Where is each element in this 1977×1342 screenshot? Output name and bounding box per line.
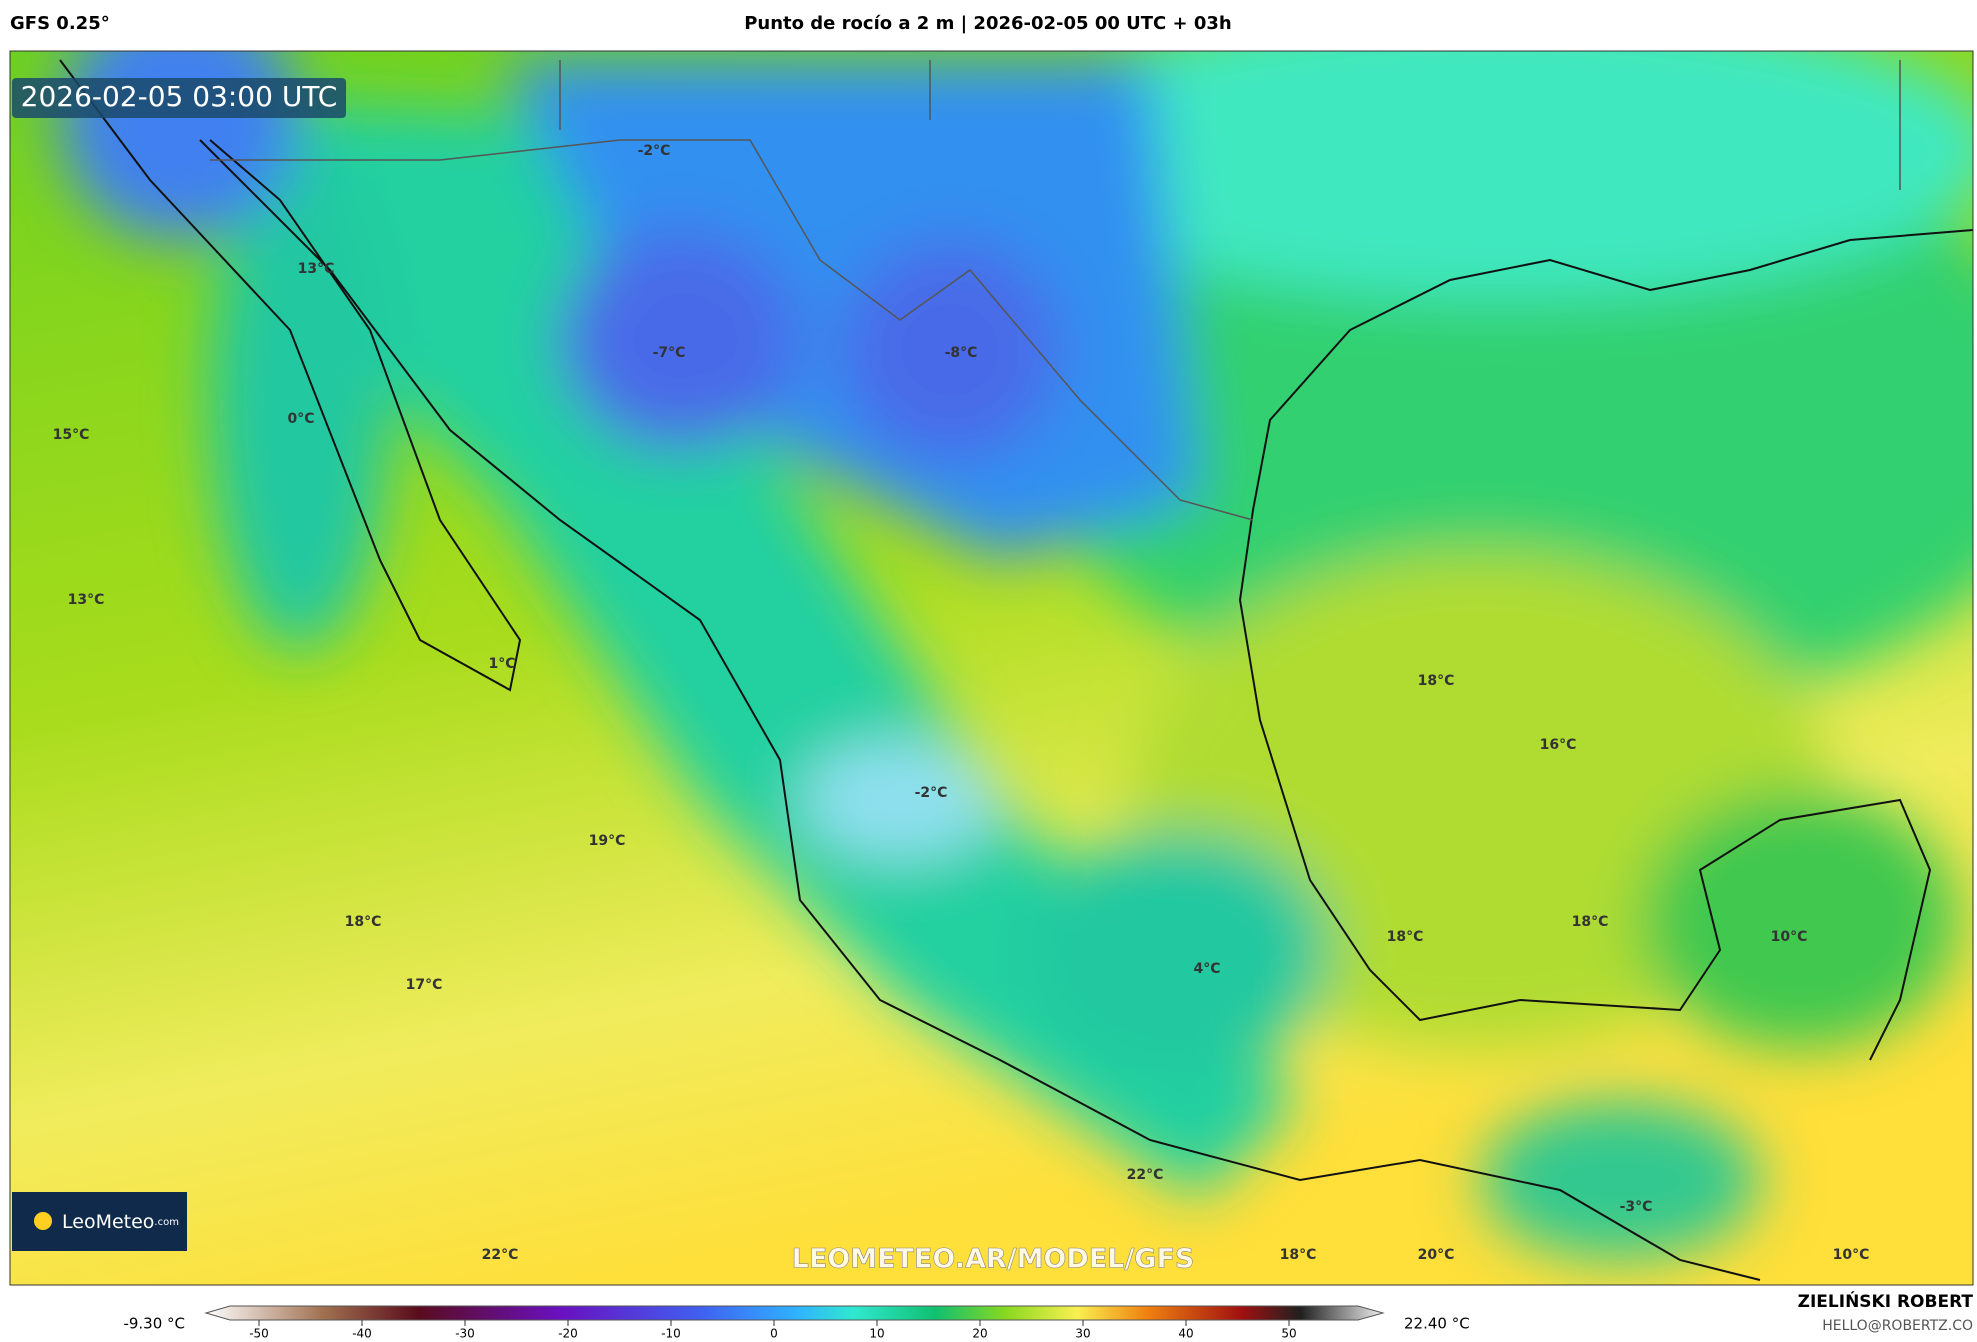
temperature-label: 19°C bbox=[589, 833, 626, 849]
logo-name: LeoMeteo bbox=[62, 1211, 154, 1233]
colorbar-tick-label: -20 bbox=[558, 1327, 578, 1339]
temperature-label: 15°C bbox=[53, 427, 90, 443]
coastline bbox=[59, 59, 1973, 1281]
temperature-label: -7°C bbox=[653, 345, 686, 361]
temperature-label: 13°C bbox=[68, 592, 105, 608]
logo-suffix: .com bbox=[154, 1217, 179, 1228]
colorbar-tick-label: 50 bbox=[1281, 1327, 1296, 1339]
temperature-label: 0°C bbox=[287, 411, 314, 427]
temperature-label: 20°C bbox=[1418, 1247, 1455, 1263]
borders bbox=[210, 60, 1901, 521]
watermark: LEOMETEO.AR/MODEL/GFS bbox=[792, 1244, 1195, 1275]
temperature-label: 18°C bbox=[1572, 914, 1609, 930]
logo-sun bbox=[34, 1212, 52, 1230]
temperature-label: 17°C bbox=[406, 977, 443, 993]
temperature-label: 18°C bbox=[1280, 1247, 1317, 1263]
author: ZIELIŃSKI ROBERT bbox=[1798, 1290, 1974, 1312]
temperature-label: 18°C bbox=[1418, 673, 1455, 689]
logo: LeoMeteo.com bbox=[62, 1211, 179, 1233]
map-frame bbox=[9, 50, 1974, 1286]
model-label: GFS 0.25° bbox=[10, 13, 110, 34]
colorbar-tick-label: -50 bbox=[249, 1327, 269, 1339]
colorbar-tick-label: 0 bbox=[770, 1327, 778, 1339]
colorbar bbox=[204, 1305, 1385, 1321]
colorbar-tick-label: 10 bbox=[869, 1327, 884, 1339]
temperature-label: 16°C bbox=[1540, 737, 1577, 753]
colorbar-max: 22.40 °C bbox=[1404, 1315, 1470, 1333]
map bbox=[10, 51, 1973, 1285]
colorbar-tick-label: -40 bbox=[352, 1327, 372, 1339]
colorbar-tick-label: 20 bbox=[972, 1327, 987, 1339]
colorbar-tick-label: 40 bbox=[1178, 1327, 1193, 1339]
temperature-label: 18°C bbox=[345, 914, 382, 930]
colorbar-tick-label: -10 bbox=[661, 1327, 681, 1339]
colorbar-tick-label: -30 bbox=[455, 1327, 475, 1339]
temperature-label: 22°C bbox=[482, 1247, 519, 1263]
temperature-label: 4°C bbox=[1193, 961, 1220, 977]
temperature-label: -8°C bbox=[945, 345, 978, 361]
temperature-label: -3°C bbox=[1620, 1199, 1653, 1215]
temperature-label: -2°C bbox=[638, 143, 671, 159]
timestamp-box bbox=[12, 78, 346, 118]
temperature-label: 10°C bbox=[1771, 929, 1808, 945]
temperature-label: 10°C bbox=[1833, 1247, 1870, 1263]
timestamp: 2026-02-05 03:00 UTC bbox=[21, 80, 338, 113]
title: Punto de rocío a 2 m | 2026-02-05 00 UTC… bbox=[744, 13, 1232, 34]
temperature-label: 1°C bbox=[488, 656, 515, 672]
email: HELLO@ROBERTZ.CO bbox=[1822, 1318, 1973, 1334]
temperature-label: -2°C bbox=[915, 785, 948, 801]
temperature-label: 18°C bbox=[1387, 929, 1424, 945]
temperature-label: 22°C bbox=[1127, 1167, 1164, 1183]
colorbar-tick-label: 30 bbox=[1075, 1327, 1090, 1339]
colorbar-min: -9.30 °C bbox=[123, 1315, 185, 1333]
temperature-label: 13°C bbox=[298, 261, 335, 277]
